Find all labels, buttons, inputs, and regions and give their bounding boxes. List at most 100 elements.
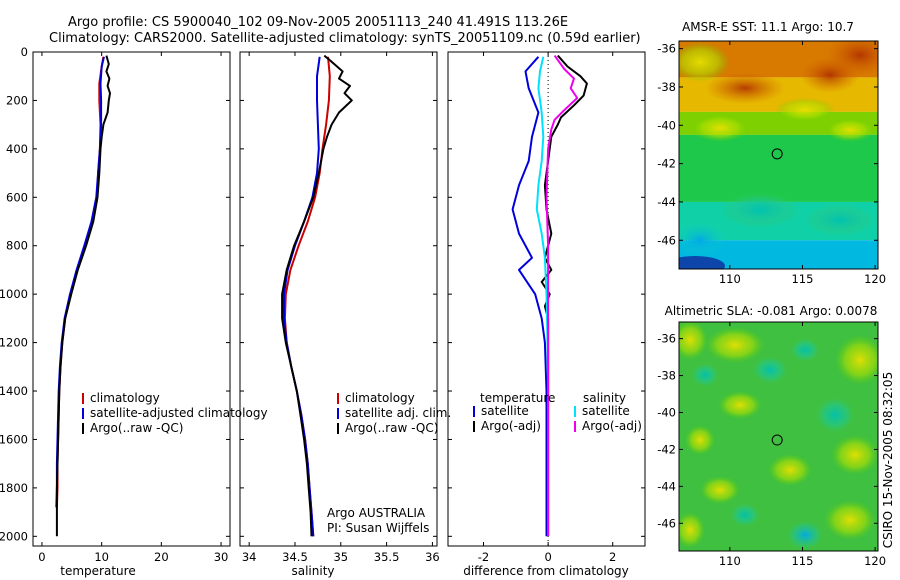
legend-argo: Argo(..raw -QC) bbox=[345, 421, 438, 435]
sla-patch bbox=[730, 503, 760, 527]
sla-patch bbox=[679, 322, 708, 360]
difference-panel: -2 0 2 difference from climatology tempera… bbox=[447, 51, 646, 578]
legend-temp-satellite: satellite bbox=[481, 404, 529, 418]
legend-heading-salinity: salinity bbox=[583, 391, 626, 405]
series-line-argo-raw-qc bbox=[281, 54, 353, 537]
temperature-axes-frame bbox=[32, 51, 231, 547]
sla-patch bbox=[685, 425, 715, 455]
sst-patch bbox=[720, 192, 800, 228]
annotation-pi: PI: Susan Wijffels bbox=[327, 521, 429, 535]
header-line-1: Argo profile: CS 5900040_102 09-Nov-2005… bbox=[68, 15, 568, 30]
series-line-climatology bbox=[55, 56, 105, 508]
argo-position-marker bbox=[771, 434, 783, 446]
lat-tick-label: -40 bbox=[657, 118, 676, 132]
x-tick-label: 20 bbox=[154, 550, 169, 564]
difference-legend: temperature satellite Argo(-adj) salinit… bbox=[473, 391, 642, 433]
lat-tick-label: -36 bbox=[657, 332, 676, 346]
lon-tick-label: 110 bbox=[719, 554, 741, 568]
depth-tick-label: 1800 bbox=[0, 481, 28, 495]
x-tick-label: 34.5 bbox=[282, 550, 308, 564]
lat-tick-label: -44 bbox=[657, 195, 676, 209]
depth-axis: 0 200 400 600 800 1000 1200 1400 1600 1800 2000 bbox=[0, 45, 230, 543]
sst-patch bbox=[805, 204, 875, 236]
difference-axes-frame bbox=[447, 51, 646, 547]
legend-heading-temperature: temperature bbox=[480, 391, 555, 405]
depth-tick-label: 800 bbox=[6, 239, 28, 253]
lon-tick-label: 120 bbox=[864, 554, 886, 568]
sst-texture bbox=[679, 41, 878, 269]
lat-tick-label: -38 bbox=[657, 80, 676, 94]
depth-tick-label: 1200 bbox=[0, 336, 28, 350]
sla-map-axes: -36 -38 -40 -42 -44 -46 110 115 120 bbox=[657, 322, 886, 568]
x-tick-label: 35 bbox=[333, 550, 348, 564]
difference-x-axis: -2 0 2 bbox=[478, 52, 616, 564]
series-line-temperature-satellite bbox=[511, 56, 548, 537]
sla-map-panel: Altimetric SLA: -0.081 Argo: 0.0078 bbox=[657, 304, 886, 568]
sst-patch bbox=[705, 72, 785, 104]
salinity-panel: 34 34.5 35 35.5 36 salinity climatology sate… bbox=[239, 51, 451, 578]
sst-patch bbox=[825, 118, 875, 142]
sst-map-frame bbox=[678, 40, 879, 270]
salinity-legend: climatology satellite adj. clim. Argo(..… bbox=[337, 391, 451, 435]
lat-tick-label: -36 bbox=[657, 42, 676, 56]
sla-map-frame bbox=[678, 321, 879, 552]
argo-position-marker bbox=[771, 148, 783, 160]
lon-tick-label: 115 bbox=[791, 272, 813, 286]
sst-map-panel: AMSR-E SST: 11.1 Argo: 10.7 -36 -38 -40 -42… bbox=[657, 20, 886, 286]
depth-tick-label: 600 bbox=[6, 190, 28, 204]
salinity-xlabel: salinity bbox=[291, 564, 334, 578]
x-tick-label: 2 bbox=[609, 550, 616, 564]
legend-satellite-adjusted: satellite-adjusted climatology bbox=[90, 406, 268, 420]
sla-patch bbox=[835, 335, 878, 385]
sla-patch bbox=[787, 521, 823, 549]
lat-tick-label: -40 bbox=[657, 405, 676, 419]
legend-sal-argo: Argo(-adj) bbox=[582, 419, 642, 433]
x-tick-label: 0 bbox=[544, 550, 551, 564]
lon-tick-label: 120 bbox=[864, 272, 886, 286]
temperature-legend: climatology satellite-adjusted climatolo… bbox=[82, 391, 268, 435]
legend-climatology: climatology bbox=[345, 391, 415, 405]
legend-climatology: climatology bbox=[90, 391, 160, 405]
sst-map-axes: -36 -38 -40 -42 -44 -46 110 115 120 bbox=[657, 41, 886, 286]
annotation-argo-australia: Argo AUSTRALIA bbox=[327, 506, 426, 520]
lat-tick-label: -42 bbox=[657, 157, 676, 171]
x-tick-label: 36 bbox=[425, 550, 440, 564]
sla-map-title: Altimetric SLA: -0.081 Argo: 0.0078 bbox=[665, 304, 878, 318]
salinity-x-axis: 34 34.5 35 35.5 36 bbox=[242, 52, 440, 564]
temperature-series bbox=[55, 55, 111, 537]
sla-patch bbox=[705, 327, 765, 363]
salinity-depth-ticks bbox=[240, 51, 437, 537]
salinity-series bbox=[281, 54, 353, 537]
sla-patch bbox=[691, 363, 719, 387]
lon-tick-label: 110 bbox=[719, 272, 741, 286]
sst-patch bbox=[679, 256, 725, 269]
legend-argo: Argo(..raw -QC) bbox=[90, 421, 183, 435]
sla-patch bbox=[679, 512, 705, 548]
difference-depth-ticks bbox=[448, 51, 645, 537]
sst-patch bbox=[775, 98, 835, 122]
legend-temp-argo: Argo(-adj) bbox=[481, 419, 541, 433]
sst-patch bbox=[800, 57, 860, 93]
lat-tick-label: -38 bbox=[657, 369, 676, 383]
sst-heatmap bbox=[679, 41, 878, 269]
sla-patch bbox=[718, 391, 762, 419]
header-line-2: Climatology: CARS2000. Satellite-adjuste… bbox=[49, 31, 641, 46]
lon-tick-label: 115 bbox=[791, 554, 813, 568]
legend-sal-satellite: satellite bbox=[582, 404, 630, 418]
csiro-timestamp: CSIRO 15-Nov-2005 08:32:05 bbox=[881, 372, 895, 548]
series-line-salinity-argo-adj bbox=[545, 55, 579, 537]
sla-patch bbox=[790, 338, 820, 362]
sla-patch bbox=[824, 500, 876, 540]
sst-map-title: AMSR-E SST: 11.1 Argo: 10.7 bbox=[682, 20, 854, 34]
lat-tick-label: -42 bbox=[657, 442, 676, 456]
x-tick-label: 10 bbox=[94, 550, 109, 564]
depth-tick-label: 1400 bbox=[0, 384, 28, 398]
sla-patch bbox=[752, 356, 788, 384]
temperature-x-axis: 0 10 20 30 bbox=[38, 52, 228, 564]
sla-heatmap bbox=[679, 322, 878, 551]
sla-texture bbox=[679, 322, 878, 549]
series-line-argo-raw-qc bbox=[55, 55, 111, 537]
series-line-satellite-adj-clim bbox=[283, 56, 321, 537]
depth-tick-label: 200 bbox=[6, 93, 28, 107]
